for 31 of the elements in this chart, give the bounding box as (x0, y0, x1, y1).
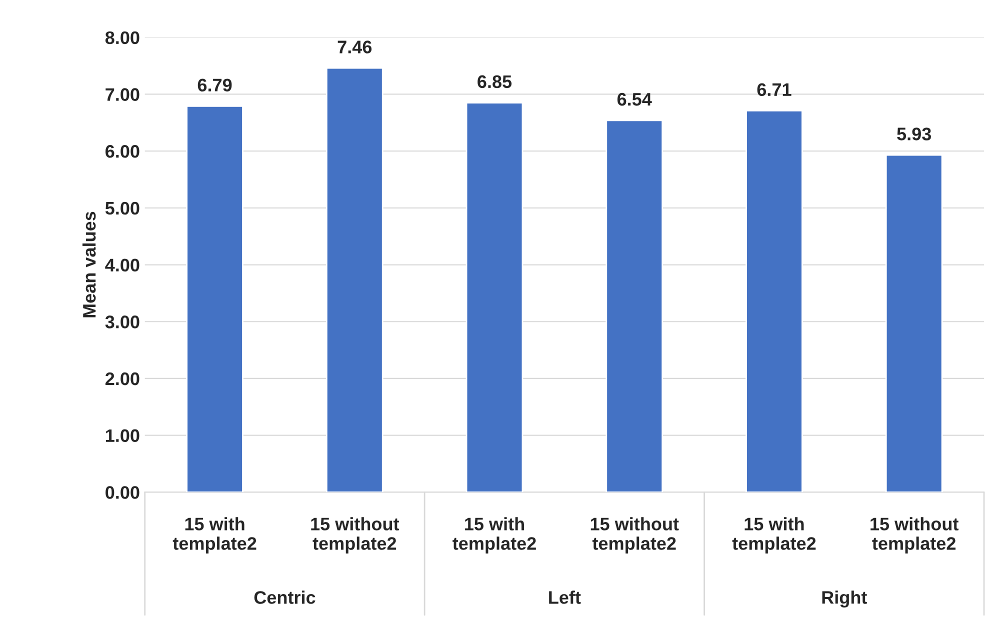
x-tick-label: 15 with template2 (732, 517, 816, 554)
text: Centric (254, 590, 316, 604)
data-label: 6.79 (198, 78, 232, 92)
data-label: 6.85 (478, 75, 512, 88)
y-tick-label: 5.00 (105, 202, 140, 215)
y-tick-label: 4.00 (105, 258, 140, 272)
bar (326, 67, 384, 492)
bar (606, 120, 664, 492)
data-label: 6.71 (757, 83, 792, 96)
x-tick-label: 15 with template2 (172, 517, 256, 554)
text: Right (822, 590, 867, 608)
y-tick-label: 0.00 (106, 486, 140, 499)
text: Left (549, 590, 581, 604)
bar (885, 154, 943, 492)
data-label: 6.54 (617, 92, 652, 106)
y-tick-label: 8.00 (105, 31, 140, 44)
bar (186, 105, 244, 492)
y-tick-label: 6.00 (106, 145, 140, 158)
bar (746, 110, 803, 492)
bar (466, 102, 524, 492)
y-tick-label: 3.00 (105, 316, 140, 328)
y-tick-label: 2.00 (105, 372, 140, 386)
x-tick-label: 15 without template2 (311, 517, 400, 554)
x-tick-label: 15 without template2 (590, 517, 679, 554)
x-tick-label: 15 with template2 (452, 517, 536, 554)
y-tick-label: 7.00 (106, 88, 140, 101)
y-axis-title: Mean values (82, 212, 96, 318)
y-tick-label: 1.00 (106, 429, 140, 442)
x-tick-label: 15 without template2 (870, 517, 959, 554)
data-label: 5.93 (897, 128, 932, 140)
data-label: 7.46 (338, 40, 372, 54)
